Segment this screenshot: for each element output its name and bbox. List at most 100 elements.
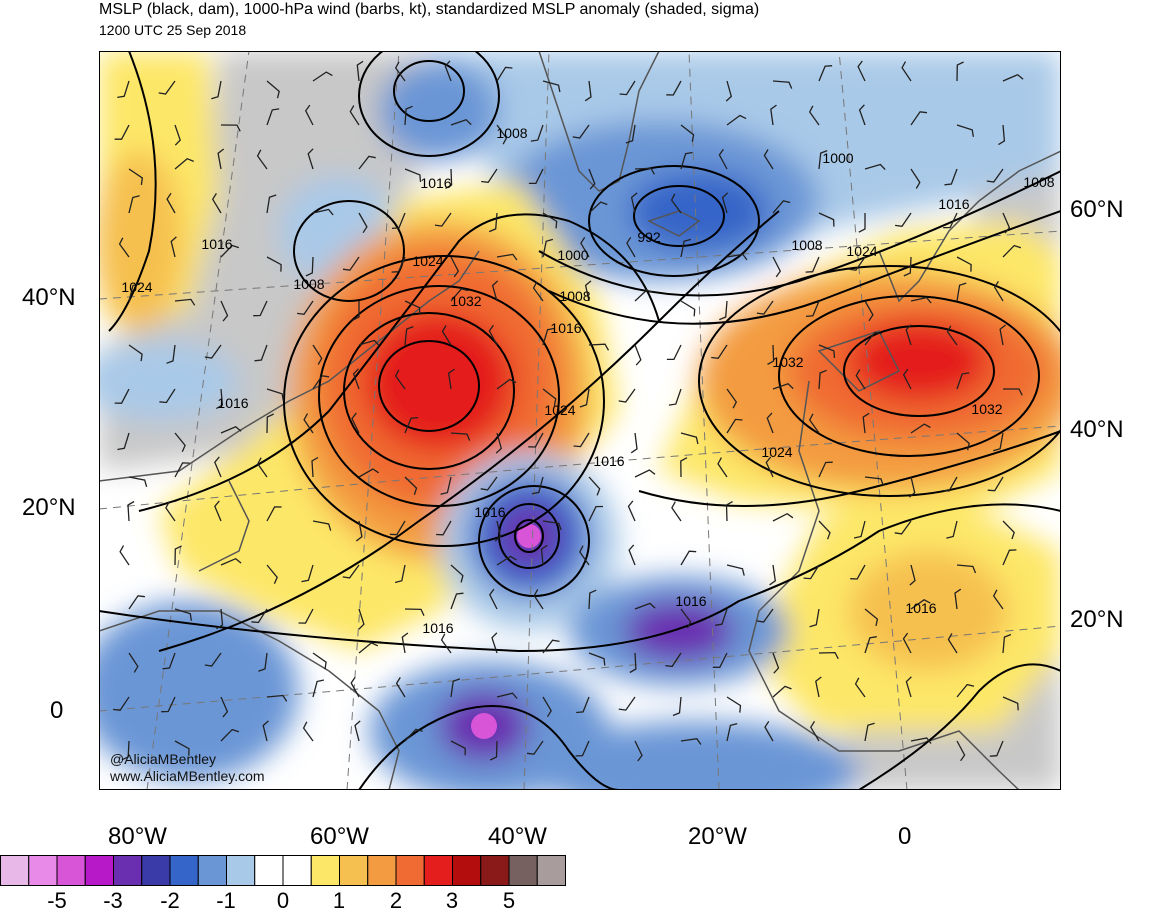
wind-barb (114, 388, 130, 404)
wind-barb (312, 71, 333, 82)
wind-barb (668, 388, 682, 406)
wind-barb (764, 720, 774, 742)
wind-barb (588, 505, 604, 522)
wind-barb (174, 157, 194, 170)
wind-barb (584, 280, 592, 302)
wind-barb (356, 60, 364, 82)
wind-barb (956, 564, 977, 574)
wind-barb (303, 413, 314, 434)
wind-barb (542, 212, 558, 229)
anomaly-shading (99, 51, 1061, 790)
wind-barb (526, 740, 544, 755)
wind-barb (630, 192, 638, 214)
wind-barb (174, 740, 190, 756)
wind-barb (450, 288, 469, 302)
wind-barb (165, 501, 176, 522)
wind-barb (672, 696, 682, 717)
wind-barb (630, 432, 638, 454)
wind-barb (220, 696, 229, 718)
anomaly-core-eq (471, 713, 497, 739)
wind-barb (946, 325, 958, 346)
wind-barb (772, 512, 794, 522)
wind-barb (808, 413, 820, 434)
colorbar-swatch (282, 855, 312, 886)
wind-barb (342, 564, 360, 579)
lat-label-left: 40°N (22, 284, 76, 311)
wind-barb (128, 476, 148, 487)
wind-barb (665, 652, 682, 668)
wind-barb (853, 520, 866, 539)
wind-barb (666, 344, 682, 361)
wind-barb (712, 652, 728, 668)
wind-barb (481, 168, 498, 183)
wind-barb (394, 369, 406, 390)
anomaly-red2-wa (364, 311, 514, 451)
wind-barb (113, 696, 130, 711)
wind-barb (909, 564, 916, 586)
wind-barb (216, 388, 224, 410)
wind-barb (434, 212, 452, 227)
lat-label-right: 40°N (1070, 416, 1124, 443)
wind-barb (810, 720, 820, 742)
wind-barb (680, 737, 702, 745)
wind-barb (626, 236, 636, 258)
wind-barb (358, 339, 380, 347)
wind-barb (312, 208, 334, 216)
colorbar-swatch (84, 855, 114, 886)
wind-barb (910, 168, 921, 189)
wind-barb (262, 720, 269, 742)
wind-barb (266, 108, 280, 126)
wind-barb (714, 608, 728, 626)
colorbar-label: 0 (276, 888, 290, 913)
wind-barb (818, 651, 839, 660)
wind-barb (358, 155, 376, 170)
wind-barb (542, 80, 561, 93)
wind-barb (956, 124, 975, 137)
isobar-label: 1008 (1023, 174, 1054, 190)
wind-barb (680, 300, 696, 317)
wind-barb (848, 256, 866, 271)
wind-barb (351, 412, 360, 434)
wind-barb (312, 520, 332, 531)
wind-barb (114, 124, 130, 140)
wind-barb (818, 520, 831, 540)
wind-barb (220, 728, 240, 742)
lat-label-right: 20°N (1070, 606, 1124, 633)
wind-barb (491, 632, 498, 654)
wind-barb (258, 652, 268, 672)
wind-barb (588, 589, 597, 610)
wind-barb (769, 564, 777, 586)
wind-barb (204, 344, 222, 359)
wind-barb (404, 416, 419, 434)
wind-barb (301, 564, 314, 583)
wind-barb (480, 476, 498, 491)
wind-barb (999, 324, 1007, 346)
wind-barb (803, 564, 820, 580)
wind-barb (391, 256, 406, 273)
coastlines (99, 51, 1061, 790)
wind-barb (266, 694, 288, 702)
wind-barb (989, 740, 1004, 757)
wind-barb (350, 676, 360, 698)
wind-barb (166, 192, 176, 214)
wind-barb (902, 368, 912, 390)
wind-barb (894, 520, 912, 535)
wind-barb (993, 432, 1004, 452)
wind-barb (864, 476, 884, 486)
wind-barb (404, 728, 423, 742)
wind-barb (864, 331, 882, 346)
wind-barb (580, 236, 590, 258)
wind-barb (588, 168, 596, 190)
wind-barb (401, 632, 409, 654)
colorbar-swatch (254, 855, 284, 886)
wind-barb (495, 432, 503, 454)
wind-barb (670, 193, 682, 214)
anomaly-blue-south (539, 721, 859, 790)
anomaly-core-tc (517, 524, 541, 548)
isobar-label: 1016 (201, 236, 232, 252)
wind-barb (618, 388, 636, 403)
wind-barb (634, 167, 655, 175)
lon-label: 60°W (310, 823, 369, 850)
wind-barb (496, 66, 513, 82)
wind-barb (864, 300, 874, 322)
